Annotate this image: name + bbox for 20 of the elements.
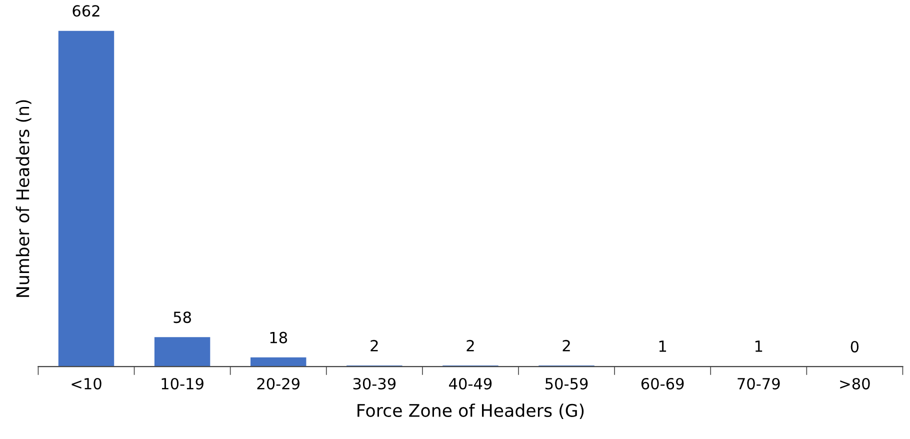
data-label: 58 [174, 312, 191, 324]
x-tick-label: 60-69 [641, 378, 684, 390]
x-tick-label: 20-29 [257, 378, 300, 390]
y-axis-title: Number of Headers (n) [16, 100, 32, 297]
data-label: 0 [850, 340, 859, 352]
x-tick-label: 10-19 [162, 378, 204, 390]
data-label: 2 [562, 340, 570, 352]
x-tick-label: <10 [72, 378, 102, 390]
data-label: 662 [72, 5, 100, 17]
x-tick-label: 70-79 [738, 378, 780, 390]
x-tick-label: 40-49 [449, 378, 492, 390]
data-label: 2 [370, 340, 378, 352]
x-tick-label: 50-59 [546, 378, 588, 390]
x-tick-label: >80 [840, 378, 870, 390]
data-label: 1 [659, 340, 666, 352]
data-label: 18 [270, 332, 288, 344]
data-label: 1 [755, 340, 762, 352]
x-axis-title: Force Zone of Headers (G) [358, 404, 584, 420]
data-label: 2 [466, 340, 474, 352]
x-tick-label: 30-39 [353, 378, 396, 390]
